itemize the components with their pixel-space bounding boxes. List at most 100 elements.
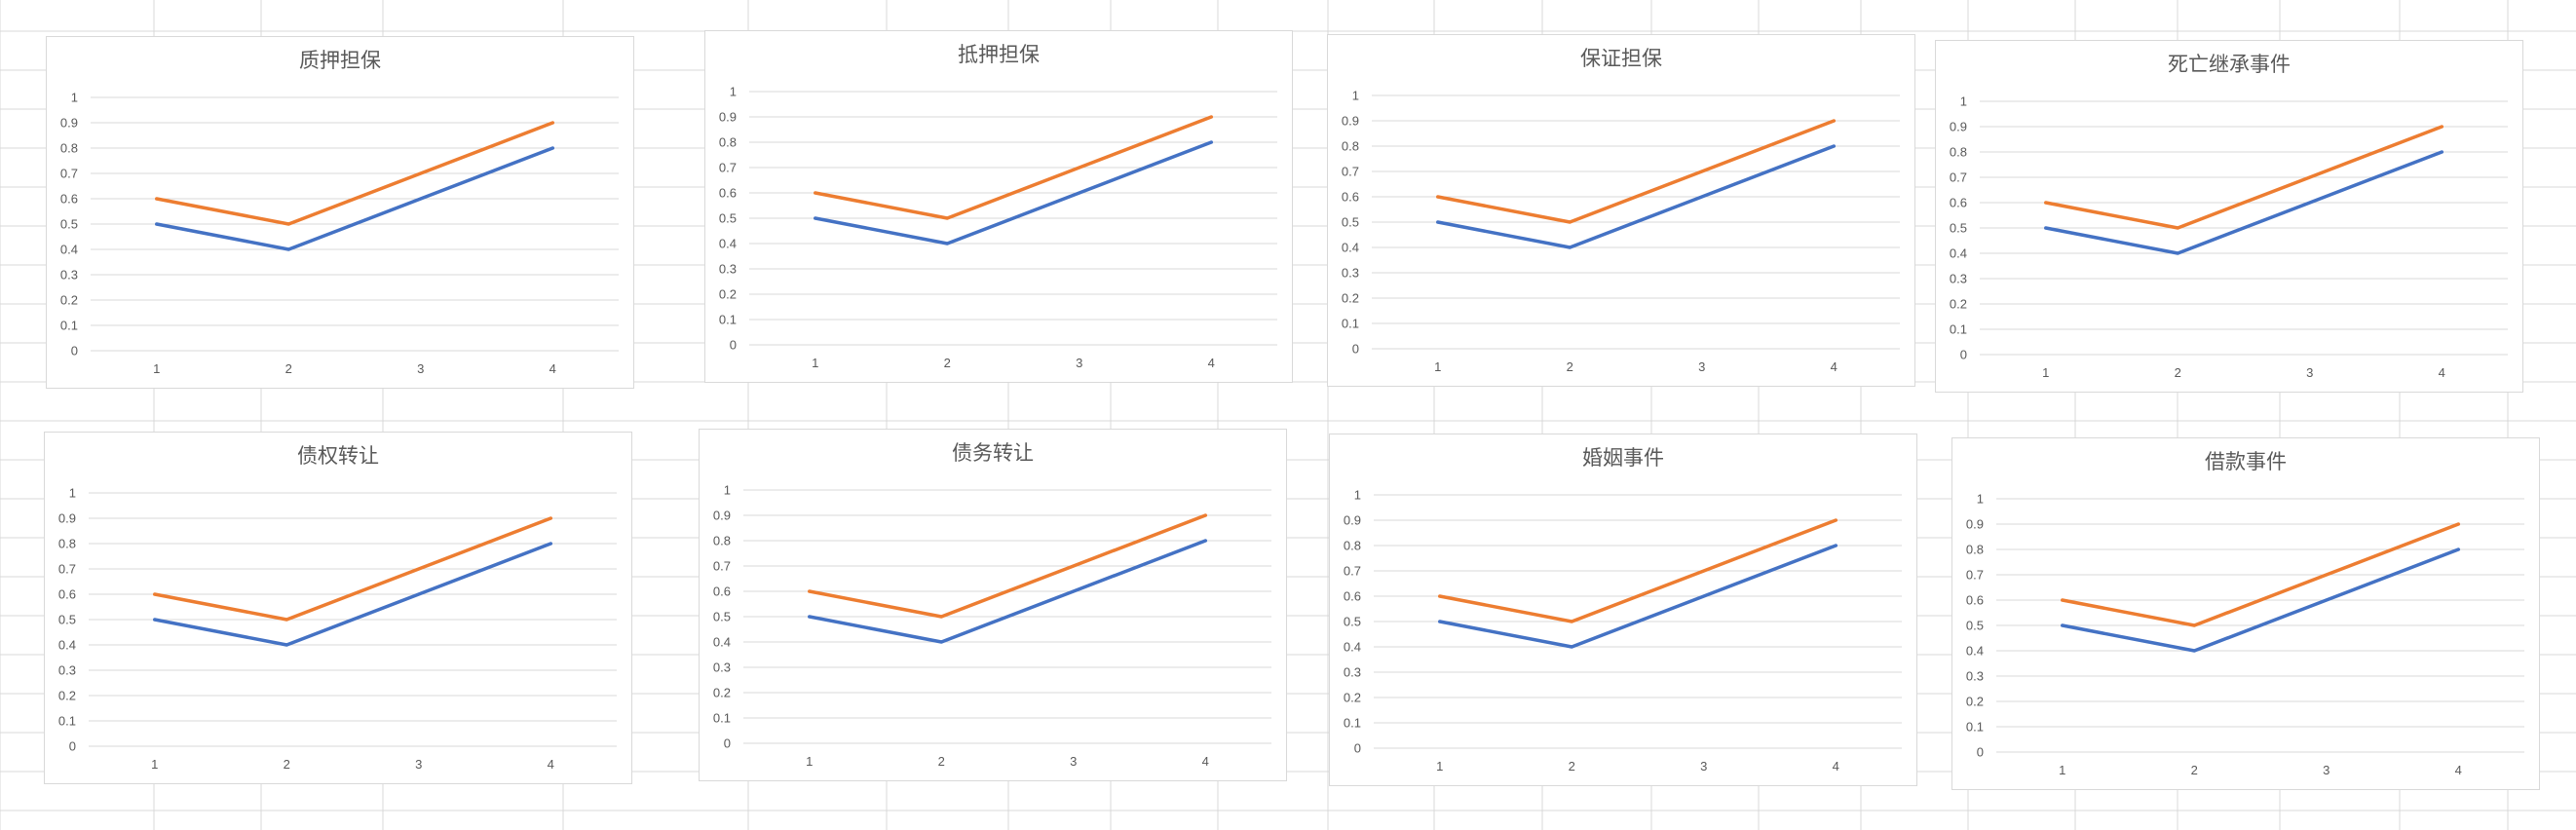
x-tick-label: 1 xyxy=(1436,759,1443,773)
y-tick-label: 0.2 xyxy=(60,293,78,308)
chart-pledge-guarantee[interactable]: 质押担保 0 0.1 0.2 0.3 0.4 0.5 0.6 0.7 0.8 0.9 1 1 2 3 4 xyxy=(46,36,634,389)
series-line-2 xyxy=(155,121,555,226)
y-tick-label: 0.4 xyxy=(1966,644,1984,659)
y-tick-label: 0.3 xyxy=(60,268,78,283)
y-tick-label: 0.4 xyxy=(1344,640,1361,655)
chart-title: 抵押担保 xyxy=(958,43,1040,66)
x-tick-label: 3 xyxy=(1070,754,1077,769)
x-tick-label: 1 xyxy=(153,361,160,376)
y-tick-label: 0 xyxy=(730,338,737,353)
y-tick-label: 0 xyxy=(71,344,78,358)
y-tick-label: 0.5 xyxy=(1950,221,1967,236)
chart-plot: 0 0.1 0.2 0.3 0.4 0.5 0.6 0.7 0.8 0.9 1 1 2 3 4 xyxy=(719,85,1277,370)
series-line-2 xyxy=(814,115,1214,220)
x-tick-label: 4 xyxy=(549,361,556,376)
y-tick-label: 1 xyxy=(730,85,737,99)
y-tick-label: 0.6 xyxy=(1342,190,1359,205)
y-tick-label: 0.4 xyxy=(713,635,731,650)
y-tick-label: 0.8 xyxy=(713,534,731,548)
y-tick-label: 0.1 xyxy=(719,313,737,327)
chart-mortgage-guarantee[interactable]: 抵押担保 0 0.1 0.2 0.3 0.4 0.5 0.6 0.7 0.8 0.9 1 1 2 3 4 xyxy=(704,30,1293,383)
y-tick-label: 0.9 xyxy=(60,116,78,131)
y-tick-label: 0.7 xyxy=(1950,170,1967,185)
y-tick-label: 1 xyxy=(1354,488,1361,503)
x-tick-label: 1 xyxy=(806,754,813,769)
y-tick-label: 0 xyxy=(1977,745,1984,760)
chart-surety-guarantee[interactable]: 保证担保 0 0.1 0.2 0.3 0.4 0.5 0.6 0.7 0.8 0.9 1 1 2 3 4 xyxy=(1327,34,1915,387)
y-tick-label: 0.2 xyxy=(713,686,731,700)
y-tick-label: 0 xyxy=(724,736,731,751)
y-tick-label: 0.1 xyxy=(1966,720,1984,735)
y-tick-label: 0.5 xyxy=(719,211,737,226)
chart-plot: 0 0.1 0.2 0.3 0.4 0.5 0.6 0.7 0.8 0.9 1 1 2 3 4 xyxy=(60,91,619,376)
y-tick-label: 0.1 xyxy=(60,319,78,333)
y-tick-label: 0.3 xyxy=(1344,665,1361,680)
series-line-2 xyxy=(2044,125,2444,230)
y-tick-label: 0.2 xyxy=(1950,297,1967,312)
y-tick-label: 0.8 xyxy=(1344,539,1361,553)
x-tick-label: 3 xyxy=(2323,763,2330,777)
y-tick-label: 0.9 xyxy=(1342,114,1359,129)
y-tick-label: 0.2 xyxy=(719,287,737,302)
y-tick-label: 0.2 xyxy=(58,689,76,703)
y-tick-label: 0.3 xyxy=(1966,669,1984,684)
series-line-1 xyxy=(2061,547,2461,653)
y-tick-label: 0.4 xyxy=(719,237,737,251)
y-tick-label: 0.8 xyxy=(1966,543,1984,557)
x-tick-label: 4 xyxy=(2455,763,2462,777)
x-tick-label: 2 xyxy=(2175,365,2181,380)
series-line-1 xyxy=(814,140,1214,245)
y-tick-label: 0.1 xyxy=(58,714,76,729)
y-tick-label: 0.5 xyxy=(1966,619,1984,633)
x-tick-label: 4 xyxy=(1833,759,1839,773)
y-tick-label: 0.9 xyxy=(1966,517,1984,532)
y-tick-label: 0.6 xyxy=(1950,196,1967,210)
x-tick-label: 2 xyxy=(285,361,292,376)
series-line-1 xyxy=(155,146,555,251)
y-tick-label: 0.1 xyxy=(1950,322,1967,337)
y-tick-label: 1 xyxy=(71,91,78,105)
chart-debt-assignment[interactable]: 债务转让 0 0.1 0.2 0.3 0.4 0.5 0.6 0.7 0.8 0.9 1 1 2 3 4 xyxy=(699,429,1287,781)
y-tick-label: 0.4 xyxy=(1342,241,1359,255)
y-tick-label: 0.6 xyxy=(58,587,76,602)
x-tick-label: 2 xyxy=(1567,359,1573,374)
y-tick-label: 0.7 xyxy=(60,167,78,181)
chart-plot: 0 0.1 0.2 0.3 0.4 0.5 0.6 0.7 0.8 0.9 1 1 2 3 4 xyxy=(1342,89,1900,374)
x-tick-label: 3 xyxy=(1076,356,1082,370)
y-tick-label: 0.6 xyxy=(1344,589,1361,604)
x-tick-label: 3 xyxy=(417,361,424,376)
y-tick-label: 0.4 xyxy=(60,243,78,257)
y-tick-label: 0.9 xyxy=(1950,120,1967,134)
chart-plot: 0 0.1 0.2 0.3 0.4 0.5 0.6 0.7 0.8 0.9 1 1 2 3 4 xyxy=(1344,488,1902,773)
chart-loan-event[interactable]: 借款事件 0 0.1 0.2 0.3 0.4 0.5 0.6 0.7 0.8 0.9 1 1 2 3 4 xyxy=(1951,437,2540,790)
x-tick-label: 3 xyxy=(1700,759,1707,773)
x-tick-label: 4 xyxy=(1831,359,1837,374)
chart-title: 保证担保 xyxy=(1580,47,1662,70)
chart-title: 借款事件 xyxy=(2205,450,2287,473)
y-tick-label: 0.3 xyxy=(1950,272,1967,286)
series-line-2 xyxy=(153,516,553,622)
y-tick-label: 0.7 xyxy=(713,559,731,574)
chart-title: 债权转让 xyxy=(297,444,379,468)
y-tick-label: 0.7 xyxy=(58,562,76,577)
y-tick-label: 0.5 xyxy=(1342,215,1359,230)
x-tick-label: 1 xyxy=(812,356,818,370)
y-tick-label: 1 xyxy=(724,483,731,498)
x-tick-label: 2 xyxy=(1569,759,1575,773)
chart-title: 婚姻事件 xyxy=(1582,446,1664,470)
y-tick-label: 0.8 xyxy=(1950,145,1967,160)
y-tick-label: 0.6 xyxy=(1966,593,1984,608)
series-line-1 xyxy=(1436,144,1837,249)
y-tick-label: 0.3 xyxy=(58,663,76,678)
chart-marriage-event[interactable]: 婚姻事件 0 0.1 0.2 0.3 0.4 0.5 0.6 0.7 0.8 0.9 1 1 2 3 4 xyxy=(1329,434,1917,786)
y-tick-label: 0.6 xyxy=(719,186,737,201)
y-tick-label: 0.8 xyxy=(1342,139,1359,154)
chart-death-inheritance[interactable]: 死亡继承事件 0 0.1 0.2 0.3 0.4 0.5 0.6 0.7 0.8 0.9 1 1 2 3 4 xyxy=(1935,40,2523,393)
y-tick-label: 0.5 xyxy=(1344,615,1361,629)
y-tick-label: 0.3 xyxy=(1342,266,1359,281)
chart-claim-assignment[interactable]: 债权转让 0 0.1 0.2 0.3 0.4 0.5 0.6 0.7 0.8 0.9 1 1 2 3 4 xyxy=(44,432,632,784)
y-tick-label: 1 xyxy=(1352,89,1359,103)
series-line-2 xyxy=(2061,522,2461,627)
y-tick-label: 0.2 xyxy=(1344,691,1361,705)
